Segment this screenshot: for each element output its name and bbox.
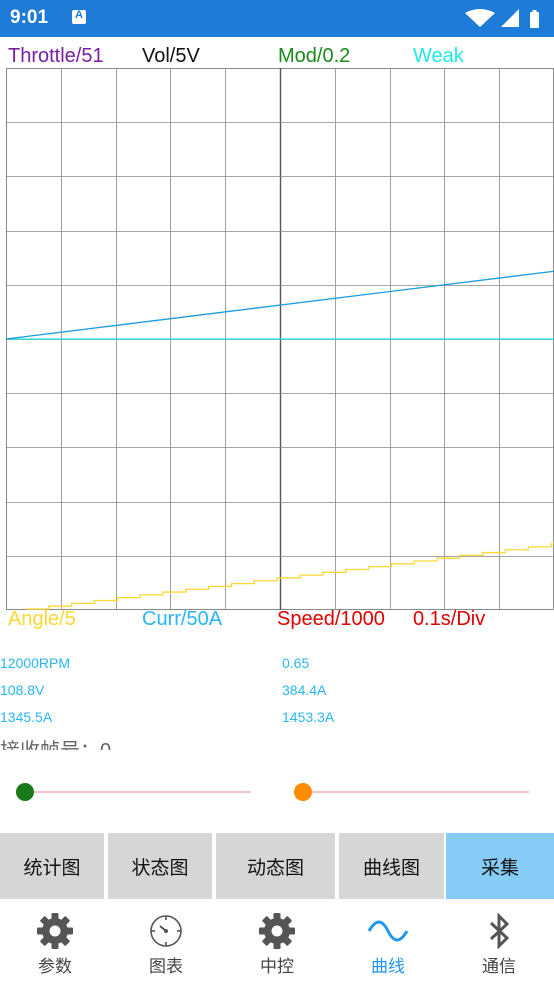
tab-state[interactable]: 状态图 bbox=[108, 833, 212, 899]
chart-tabs: 统计图 状态图 动态图 曲线图 采集 bbox=[0, 833, 554, 899]
slider-left[interactable] bbox=[16, 782, 251, 802]
slider-right[interactable] bbox=[294, 782, 529, 802]
nav-chart-label: 图表 bbox=[149, 957, 183, 977]
bluetooth-icon bbox=[489, 913, 510, 949]
frame-count: 接收帧号：0 bbox=[0, 734, 300, 750]
angle-scale-label: Angle/5 bbox=[8, 608, 76, 630]
tab-statistics[interactable]: 统计图 bbox=[0, 833, 104, 899]
slider-right-thumb[interactable] bbox=[294, 783, 312, 801]
frame-count-text: 接收帧号：0 bbox=[0, 734, 111, 750]
voltage-readout: 108.8V bbox=[0, 682, 45, 698]
nav-parameters[interactable]: 参数 bbox=[0, 899, 110, 985]
nav-curve[interactable]: 曲线 bbox=[333, 899, 443, 985]
mod-readout: 0.65 bbox=[282, 655, 310, 671]
current-scale-label: Curr/50A bbox=[142, 608, 223, 630]
angle-trace bbox=[26, 541, 554, 610]
status-icons bbox=[465, 9, 539, 28]
wifi-icon bbox=[465, 9, 495, 27]
battery-icon bbox=[530, 10, 539, 28]
status-time: 9:01 bbox=[10, 7, 49, 28]
signal-icon bbox=[501, 9, 519, 27]
wave-icon bbox=[368, 920, 408, 942]
notification-icon: A bbox=[72, 9, 86, 24]
gear-icon bbox=[259, 913, 295, 949]
nav-curve-label: 曲线 bbox=[371, 957, 405, 977]
speed-scale-label: Speed/1000 bbox=[277, 608, 385, 630]
tab-dynamic[interactable]: 动态图 bbox=[216, 833, 335, 899]
throttle-scale-label: Throttle/51 bbox=[8, 45, 104, 67]
nav-communication[interactable]: 通信 bbox=[444, 899, 554, 985]
tab-capture[interactable]: 采集 bbox=[446, 833, 554, 899]
dial-icon bbox=[150, 915, 182, 947]
mod-scale-label: Mod/0.2 bbox=[278, 45, 351, 67]
current-trace bbox=[6, 270, 554, 340]
tab-curve[interactable]: 曲线图 bbox=[339, 833, 444, 899]
weak-label: Weak bbox=[413, 45, 464, 67]
gear-icon bbox=[37, 913, 73, 949]
nav-parameters-label: 参数 bbox=[38, 957, 72, 977]
oscilloscope-plot bbox=[6, 68, 554, 610]
nav-central-control-label: 中控 bbox=[260, 957, 294, 977]
speed-readout: 12000RPM bbox=[0, 655, 71, 671]
nav-central-control[interactable]: 中控 bbox=[222, 899, 332, 985]
bottom-navigation: 参数 图表 中控 bbox=[0, 899, 554, 985]
current-readout: 1345.5A bbox=[0, 709, 53, 725]
nav-communication-label: 通信 bbox=[482, 957, 516, 977]
plot-bottom-labels: Angle/5 Curr/50A Speed/1000 0.1s/Div bbox=[0, 608, 554, 634]
slider-left-track[interactable] bbox=[16, 791, 251, 793]
plot-top-labels: Throttle/51 Vol/5V Mod/0.2 Weak bbox=[0, 45, 554, 71]
status-bar: 9:01 A bbox=[0, 0, 554, 37]
voltage-scale-label: Vol/5V bbox=[142, 45, 200, 67]
slider-right-track[interactable] bbox=[294, 791, 529, 793]
phase-current-readout: 384.4A bbox=[282, 682, 327, 698]
peak-current-readout: 1453.3A bbox=[282, 709, 335, 725]
nav-chart[interactable]: 图表 bbox=[111, 899, 221, 985]
time-division-label: 0.1s/Div bbox=[413, 608, 486, 630]
slider-left-thumb[interactable] bbox=[16, 783, 34, 801]
